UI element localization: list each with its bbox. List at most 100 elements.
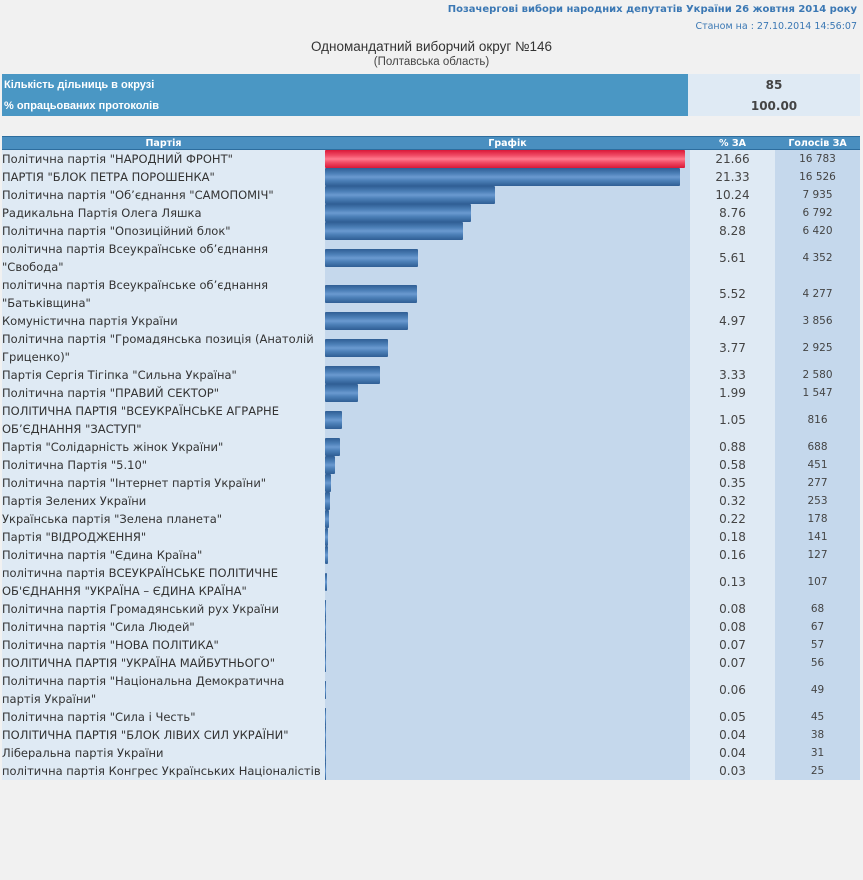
party-name: Партія "Солідарність жінок України" [2, 438, 325, 456]
table-row: Ліберальна партія України 0.04 31 [2, 744, 860, 762]
party-name: Політична партія "Сила і Честь" [2, 708, 325, 726]
summary-values: 85 100.00 [688, 74, 860, 116]
bar-cell [325, 546, 690, 564]
percent-value: 0.03 [690, 762, 775, 780]
bar [325, 744, 326, 762]
votes-value: 107 [775, 564, 860, 600]
bar [325, 510, 329, 528]
party-name: Політична Партія "5.10" [2, 456, 325, 474]
party-name: ПОЛІТИЧНА ПАРТІЯ "БЛОК ЛІВИХ СИЛ УКРАЇНИ… [2, 726, 325, 744]
bar-cell [325, 726, 690, 744]
bar-cell [325, 168, 690, 186]
percent-value: 3.77 [690, 330, 775, 366]
percent-value: 3.33 [690, 366, 775, 384]
bar [325, 204, 471, 222]
bar [325, 708, 326, 726]
party-name: Партія Сергія Тігіпка "Сильна Україна" [2, 366, 325, 384]
bar-cell [325, 186, 690, 204]
votes-value: 67 [775, 618, 860, 636]
percent-value: 0.13 [690, 564, 775, 600]
table-row: ПОЛІТИЧНА ПАРТІЯ "БЛОК ЛІВИХ СИЛ УКРАЇНИ… [2, 726, 860, 744]
bar-cell [325, 510, 690, 528]
table-row: Політична партія "Громадянська позиція (… [2, 330, 860, 366]
votes-value: 141 [775, 528, 860, 546]
votes-value: 38 [775, 726, 860, 744]
percent-value: 0.22 [690, 510, 775, 528]
results-table: Партія Графік % ЗА Голосів ЗА Політична … [2, 136, 860, 780]
percent-value: 0.08 [690, 600, 775, 618]
bar-cell [325, 222, 690, 240]
polling-stations-value: 85 [765, 77, 783, 92]
bar-cell [325, 149, 690, 168]
table-row: Політична партія "Інтернет партія Україн… [2, 474, 860, 492]
results-body: Політична партія "НАРОДНИЙ ФРОНТ" 21.66 16… [2, 149, 860, 780]
column-header-percent: % ЗА [690, 136, 775, 150]
bar [325, 492, 330, 510]
bar [325, 681, 326, 699]
votes-value: 68 [775, 600, 860, 618]
table-row: Радикальна Партія Олега Ляшка 8.76 6 792 [2, 204, 860, 222]
votes-value: 4 352 [775, 240, 860, 276]
votes-value: 57 [775, 636, 860, 654]
votes-value: 31 [775, 744, 860, 762]
processed-protocols-label: % опрацьованих протоколів [4, 99, 159, 112]
table-row: Політична партія Громадянський рух Украї… [2, 600, 860, 618]
table-row: Партія Сергія Тігіпка "Сильна Україна" 3.… [2, 366, 860, 384]
summary-box: Кількість дільниць в окрузі % опрацьован… [2, 74, 860, 116]
bar-cell [325, 564, 690, 600]
bar [325, 249, 418, 267]
table-row: Партія "ВІДРОДЖЕННЯ" 0.18 141 [2, 528, 860, 546]
bar-cell [325, 366, 690, 384]
party-name: Українська партія "Зелена планета" [2, 510, 325, 528]
bar [325, 285, 417, 303]
bar-cell [325, 456, 690, 474]
party-name: Політична партія "Інтернет партія Україн… [2, 474, 325, 492]
bar [325, 546, 328, 564]
votes-value: 688 [775, 438, 860, 456]
party-name: Політична партія "НАРОДНИЙ ФРОНТ" [2, 149, 325, 168]
table-row: ПАРТІЯ "БЛОК ПЕТРА ПОРОШЕНКА" 21.33 16 526 [2, 168, 860, 186]
votes-value: 25 [775, 762, 860, 780]
bar [325, 366, 380, 384]
percent-value: 0.04 [690, 744, 775, 762]
party-name: ПОЛІТИЧНА ПАРТІЯ "УКРАЇНА МАЙБУТНЬОГО" [2, 654, 325, 672]
votes-value: 178 [775, 510, 860, 528]
bar-cell [325, 528, 690, 546]
bar-cell [325, 636, 690, 654]
votes-value: 56 [775, 654, 860, 672]
votes-value: 816 [775, 402, 860, 438]
votes-value: 45 [775, 708, 860, 726]
bar [325, 528, 328, 546]
party-name: ПОЛІТИЧНА ПАРТІЯ "ВСЕУКРАЇНСЬКЕ АГРАРНЕ … [2, 402, 325, 438]
votes-value: 4 277 [775, 276, 860, 312]
bar [325, 726, 326, 744]
votes-value: 2 925 [775, 330, 860, 366]
party-name: Партія Зелених України [2, 492, 325, 510]
bar [325, 384, 358, 402]
election-title[interactable]: Позачергові вибори народних депутатів Ук… [447, 4, 857, 15]
bar-cell [325, 330, 690, 366]
percent-value: 0.05 [690, 708, 775, 726]
bar [325, 618, 326, 636]
votes-value: 1 547 [775, 384, 860, 402]
party-name: Політична партія "ПРАВИЙ СЕКТОР" [2, 384, 325, 402]
bar-cell [325, 672, 690, 708]
votes-value: 451 [775, 456, 860, 474]
percent-value: 5.52 [690, 276, 775, 312]
bar-cell [325, 276, 690, 312]
processed-protocols-value: 100.00 [750, 98, 798, 113]
percent-value: 0.35 [690, 474, 775, 492]
table-row: політична партія Конгрес Українських Нац… [2, 762, 860, 780]
party-name: Політична партія "Об’єднання "САМОПОМІЧ" [2, 186, 325, 204]
bar-cell [325, 654, 690, 672]
party-name: Ліберальна партія України [2, 744, 325, 762]
bar [325, 186, 495, 204]
bar-cell [325, 762, 690, 780]
bar-cell [325, 744, 690, 762]
table-row: політична партія Всеукраїнське об’єднанн… [2, 276, 860, 312]
bar [325, 438, 340, 456]
percent-value: 21.33 [690, 168, 775, 186]
bar-cell [325, 600, 690, 618]
bar [325, 573, 327, 591]
percent-value: 0.06 [690, 672, 775, 708]
